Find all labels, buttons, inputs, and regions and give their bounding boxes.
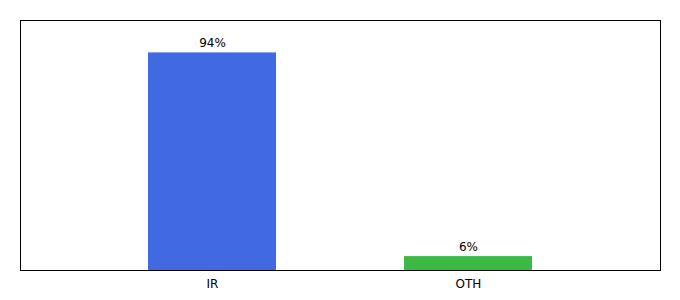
svg-text:94%: 94% [199,36,226,50]
svg-text:6%: 6% [459,240,478,254]
svg-text:OTH: OTH [456,277,482,291]
svg-text:IR: IR [207,277,219,291]
